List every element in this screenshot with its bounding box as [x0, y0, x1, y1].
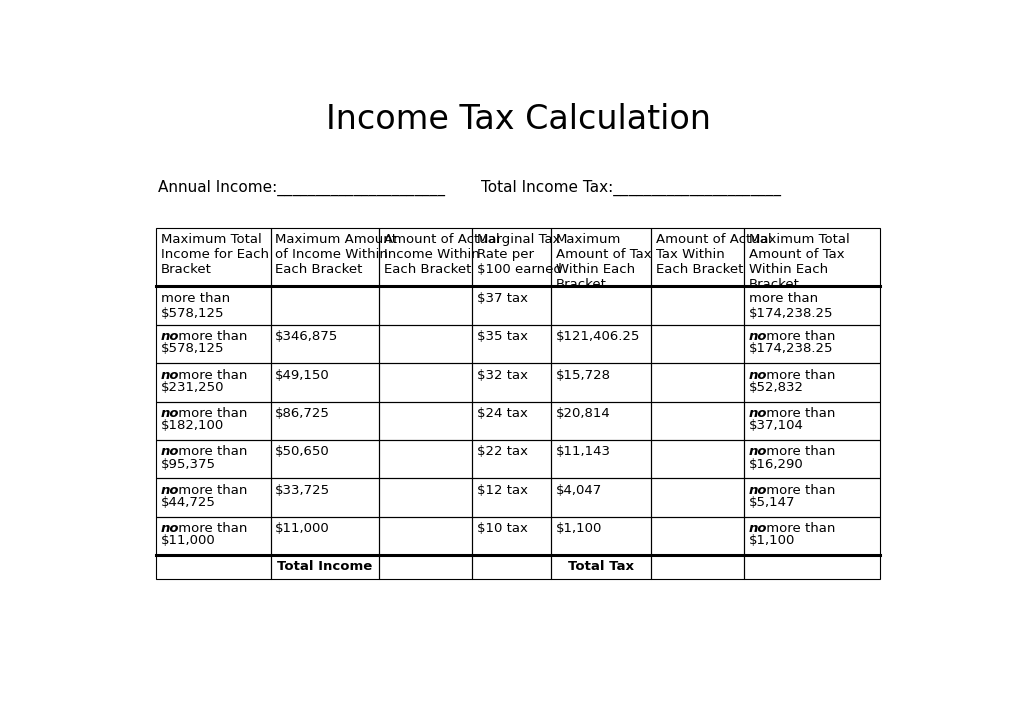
- Text: no: no: [749, 484, 767, 497]
- Text: $52,832: $52,832: [749, 381, 804, 394]
- Text: Maximum
Amount of Tax
Within Each
Bracket: Maximum Amount of Tax Within Each Bracke…: [556, 233, 652, 291]
- Text: $11,000: $11,000: [275, 522, 330, 535]
- Text: Total Tax: Total Tax: [568, 560, 634, 574]
- Text: no: no: [749, 407, 767, 420]
- Text: $10 tax: $10 tax: [476, 522, 528, 535]
- Text: Income Tax Calculation: Income Tax Calculation: [326, 103, 711, 136]
- Text: $20,814: $20,814: [556, 407, 611, 420]
- Text: more than: more than: [174, 484, 247, 497]
- Text: Maximum Total
Amount of Tax
Within Each
Bracket: Maximum Total Amount of Tax Within Each …: [749, 233, 849, 291]
- Text: no: no: [161, 407, 179, 420]
- Text: Marginal Tax
Rate per
$100 earned: Marginal Tax Rate per $100 earned: [476, 233, 561, 276]
- Text: $33,725: $33,725: [275, 484, 331, 497]
- Text: $174,238.25: $174,238.25: [749, 342, 833, 355]
- Text: more than: more than: [761, 407, 835, 420]
- Text: more than: more than: [174, 330, 247, 343]
- Text: no: no: [749, 446, 767, 458]
- Text: no: no: [161, 446, 179, 458]
- Text: $11,000: $11,000: [161, 534, 215, 548]
- Text: Total Income: Total Income: [277, 560, 372, 574]
- Text: no: no: [161, 522, 179, 535]
- Text: no: no: [749, 368, 767, 382]
- Text: more than: more than: [174, 407, 247, 420]
- Text: $231,250: $231,250: [161, 381, 224, 394]
- Text: more than: more than: [761, 522, 835, 535]
- Text: no: no: [161, 368, 179, 382]
- Text: $15,728: $15,728: [556, 368, 611, 382]
- Text: more than
$174,238.25: more than $174,238.25: [749, 292, 833, 320]
- Text: more than: more than: [174, 522, 247, 535]
- Text: $32 tax: $32 tax: [476, 368, 528, 382]
- Text: Amount of Actual
Income Within
Each Bracket: Amount of Actual Income Within Each Brac…: [384, 233, 499, 276]
- Text: $346,875: $346,875: [275, 330, 339, 343]
- Text: $11,143: $11,143: [556, 446, 611, 458]
- Text: $49,150: $49,150: [275, 368, 330, 382]
- Text: $35 tax: $35 tax: [476, 330, 528, 343]
- Text: $1,100: $1,100: [556, 522, 603, 535]
- Text: $44,725: $44,725: [161, 496, 215, 509]
- Text: $95,375: $95,375: [161, 458, 216, 470]
- Text: more than: more than: [174, 368, 247, 382]
- Text: no: no: [161, 330, 179, 343]
- Text: more than: more than: [761, 484, 835, 497]
- Text: $16,290: $16,290: [749, 458, 804, 470]
- Text: $12 tax: $12 tax: [476, 484, 528, 497]
- Text: no: no: [749, 522, 767, 535]
- Text: more than
$578,125: more than $578,125: [161, 292, 229, 320]
- Text: more than: more than: [761, 330, 835, 343]
- Text: more than: more than: [761, 446, 835, 458]
- Text: $37 tax: $37 tax: [476, 292, 528, 304]
- Text: $578,125: $578,125: [161, 342, 224, 355]
- Text: $182,100: $182,100: [161, 419, 224, 432]
- Text: Annual Income:______________________: Annual Income:______________________: [158, 180, 445, 196]
- Text: $4,047: $4,047: [556, 484, 603, 497]
- Text: more than: more than: [174, 446, 247, 458]
- Text: more than: more than: [761, 368, 835, 382]
- Text: $1,100: $1,100: [749, 534, 795, 548]
- Text: no: no: [161, 484, 179, 497]
- Text: Maximum Amount
of Income Within
Each Bracket: Maximum Amount of Income Within Each Bra…: [275, 233, 397, 276]
- Text: $37,104: $37,104: [749, 419, 804, 432]
- Text: $5,147: $5,147: [749, 496, 796, 509]
- Text: $50,650: $50,650: [275, 446, 330, 458]
- Text: no: no: [749, 330, 767, 343]
- Text: $121,406.25: $121,406.25: [556, 330, 641, 343]
- Text: $86,725: $86,725: [275, 407, 331, 420]
- Text: Total Income Tax:______________________: Total Income Tax:______________________: [481, 180, 782, 196]
- Text: Amount of Actual
Tax Within
Each Bracket: Amount of Actual Tax Within Each Bracket: [656, 233, 771, 276]
- Text: $24 tax: $24 tax: [476, 407, 528, 420]
- Text: Maximum Total
Income for Each
Bracket: Maximum Total Income for Each Bracket: [161, 233, 269, 276]
- Text: $22 tax: $22 tax: [476, 446, 528, 458]
